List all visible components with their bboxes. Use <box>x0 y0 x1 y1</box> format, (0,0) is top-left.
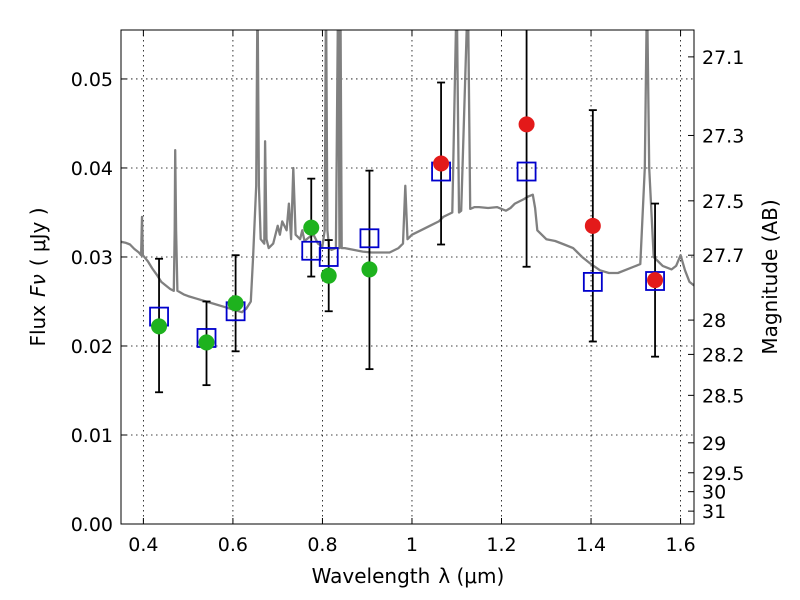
y2-tick-label: 29 <box>702 433 726 455</box>
observed-photometry-point <box>320 267 337 284</box>
x-axis-ticks: 0.4 0.6 0.8 1 1.2 1.4 1.6 <box>128 30 696 556</box>
observed-photometry-point <box>198 334 215 351</box>
y-axis-label: Flux Fν ( μJy ) <box>26 207 50 346</box>
y2-tick-label: 28.5 <box>702 385 744 407</box>
y2-tick-label: 28 <box>702 310 726 332</box>
model-photometry-square <box>318 247 339 267</box>
y-tick-label: 0.05 <box>71 69 113 91</box>
observed-photometry-point <box>151 318 168 335</box>
model-spectrum-line <box>121 30 694 314</box>
y2-tick-label: 31 <box>702 501 726 523</box>
x-axis-label: Wavelength λ (μm) <box>312 564 505 588</box>
y2-axis-label: Magnitude (AB) <box>758 199 782 354</box>
y2-tick-label: 27.3 <box>702 125 744 147</box>
y2-tick-label: 29.5 <box>702 463 744 485</box>
observed-photometry-point <box>361 261 378 278</box>
y2-tick-label: 28.2 <box>702 344 744 366</box>
y2-tick-label: 30 <box>702 482 726 504</box>
y-axis-label-symbol: Fν <box>26 274 50 297</box>
y2-tick-label: 27.1 <box>702 47 744 69</box>
x-tick-label: 1.4 <box>576 534 606 556</box>
observed-photometry-point <box>518 116 535 133</box>
y-tick-label: 0.02 <box>71 336 113 358</box>
x-tick-label: 0.8 <box>307 534 337 556</box>
observed-photometry-markers <box>151 116 664 351</box>
y-tick-label: 0.03 <box>71 247 113 269</box>
observed-photometry-point <box>584 217 601 234</box>
y-axis-ticks: 0.00 0.01 0.02 0.03 0.04 0.05 <box>71 69 127 536</box>
x-axis-label-text: Wavelength <box>312 564 431 588</box>
model-photometry-markers <box>149 161 665 348</box>
observed-photometry-point <box>433 155 450 172</box>
x-axis-label-symbol: λ (μm) <box>438 564 504 588</box>
y-axis-label-unit: ( μJy ) <box>26 207 50 266</box>
model-photometry-square <box>582 271 603 292</box>
model-photometry-square <box>359 228 380 249</box>
y-tick-label: 0.04 <box>71 158 113 180</box>
plot-frame <box>120 29 695 525</box>
model-photometry-square <box>645 271 665 291</box>
model-photometry-square <box>516 161 537 182</box>
observed-photometry-point <box>227 295 244 312</box>
x-tick-label: 0.4 <box>128 534 158 556</box>
y2-tick-label: 27.7 <box>702 245 744 267</box>
x-tick-label: 1 <box>406 534 418 556</box>
x-tick-label: 1.2 <box>486 534 516 556</box>
plot-area <box>121 30 694 394</box>
y-tick-label: 0.00 <box>71 514 113 536</box>
observed-photometry-point <box>647 272 664 289</box>
y2-tick-label: 27.5 <box>702 191 744 213</box>
y-axis-label-text: Flux <box>26 305 50 347</box>
observed-photometry-point <box>303 219 320 236</box>
x-tick-label: 1.6 <box>665 534 695 556</box>
x-tick-label: 0.6 <box>218 534 248 556</box>
y-tick-label: 0.01 <box>71 425 113 447</box>
